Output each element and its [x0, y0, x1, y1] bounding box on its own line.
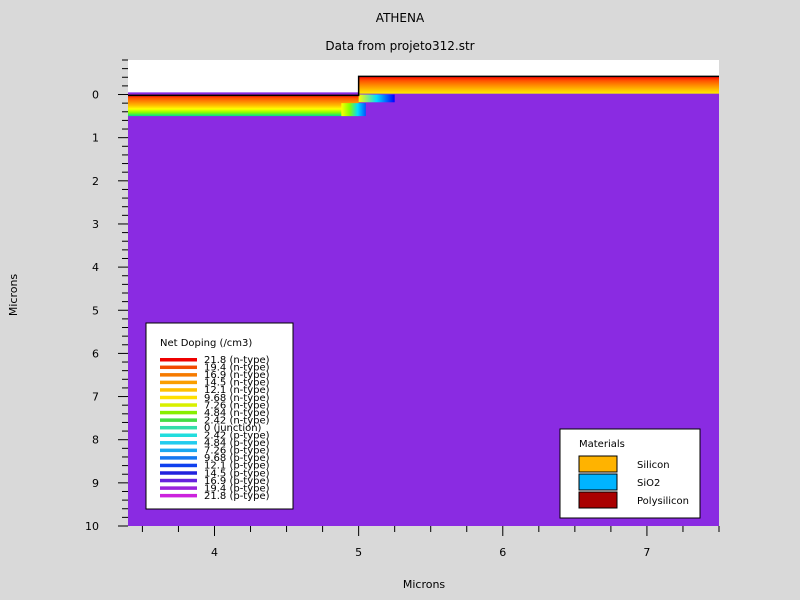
legend-entry-label: 7.26 (n-type)	[204, 400, 270, 411]
y-axis-label: Microns	[7, 274, 20, 317]
legend-entry-label: 21.8 (p-type)	[204, 491, 270, 502]
doping-region-implant-left	[128, 94, 359, 117]
doping-region-edge-left	[341, 103, 366, 117]
x-tick-label: 6	[499, 546, 506, 559]
legend-entry-label: 14.5 (n-type)	[204, 378, 270, 389]
y-tick-label: 2	[92, 175, 99, 188]
y-tick-label: 3	[92, 218, 99, 231]
legend-entry-label: 12.1 (n-type)	[204, 385, 270, 396]
y-tick-label: 8	[92, 434, 99, 447]
legend-swatch	[160, 395, 197, 400]
legend-swatch	[160, 433, 197, 437]
legend-swatch	[160, 358, 197, 362]
surface-outline	[128, 75, 719, 97]
legend-swatch	[160, 365, 197, 370]
y-tick-label: 0	[92, 89, 99, 102]
legend-swatch	[160, 463, 197, 468]
x-tick-label: 4	[211, 546, 218, 559]
legend-entry-label: 16.9 (p-type)	[204, 476, 270, 487]
legend-entry-label: 21.8 (n-type)	[204, 355, 270, 366]
y-tick-label: 5	[92, 304, 99, 317]
legend-swatch	[160, 486, 197, 490]
y-tick-label: 7	[92, 391, 99, 404]
doping-region-edge-right	[358, 94, 395, 103]
net-doping-legend: Net Doping (/cm3) 21.8 (n-type)19.4 (n-ty…	[145, 322, 294, 510]
legend-swatch	[160, 380, 197, 385]
legend-entry-label: 19.4 (p-type)	[204, 483, 270, 494]
legend-swatch	[160, 441, 197, 445]
material-label: Silicon	[637, 460, 670, 471]
legend-entry-label: 9.68 (p-type)	[204, 453, 270, 464]
chart-title: ATHENA	[376, 11, 425, 25]
material-swatch	[578, 491, 618, 509]
axes: 0 1 2 3 4 5 6 7 8 9 10 4 5 6 7	[85, 59, 720, 559]
material-label: SiO2	[637, 478, 660, 489]
legend-entry-label: 2.42 (p-type)	[204, 431, 270, 442]
legend-entry-label: 0 (junction)	[204, 423, 262, 434]
materials-title: Materials	[579, 439, 625, 450]
y-tick-label: 4	[92, 261, 99, 274]
material-swatch	[578, 473, 618, 491]
legend-entry-label: 9.68 (n-type)	[204, 393, 270, 404]
legend-entry-label: 7.26 (p-type)	[204, 446, 270, 457]
legend-swatch	[160, 373, 197, 377]
legend-swatch	[160, 410, 197, 415]
x-tick-label: 7	[643, 546, 650, 559]
legend-entry-label: 16.9 (n-type)	[204, 370, 270, 381]
doping-region-implant-right	[358, 76, 719, 94]
legend-entry-label: 2.42 (n-type)	[204, 415, 270, 426]
legend-swatch	[160, 471, 197, 475]
y-tick-label: 9	[92, 477, 99, 490]
legend-swatch	[160, 425, 197, 430]
y-tick-label: 6	[92, 347, 99, 360]
legend-swatch	[160, 403, 197, 407]
x-axis-label: Microns	[403, 578, 446, 591]
legend-swatch	[160, 418, 197, 422]
legend-entry-label: 4.84 (p-type)	[204, 438, 270, 449]
legend-entry-label: 14.5 (p-type)	[204, 468, 270, 479]
legend-swatch	[160, 493, 197, 498]
x-tick-label: 5	[355, 546, 362, 559]
chart-subtitle: Data from projeto312.str	[325, 39, 474, 53]
legend-title: Net Doping (/cm3)	[160, 338, 252, 349]
legend-swatch	[160, 388, 197, 392]
material-swatch	[578, 455, 618, 473]
y-tick-label: 10	[85, 520, 99, 533]
legend-entry-label: 12.1 (p-type)	[204, 461, 270, 472]
legend-entry-label: 19.4 (n-type)	[204, 363, 270, 374]
materials-legend: Materials Silicon SiO2 Polysilicon	[559, 428, 701, 519]
legend-swatch	[160, 448, 197, 453]
legend-entry-label: 4.84 (n-type)	[204, 408, 270, 419]
legend-swatch	[160, 478, 197, 483]
material-label: Polysilicon	[637, 496, 689, 507]
legend-box	[145, 322, 294, 510]
y-tick-label: 1	[92, 132, 99, 145]
legend-swatch	[160, 456, 197, 460]
